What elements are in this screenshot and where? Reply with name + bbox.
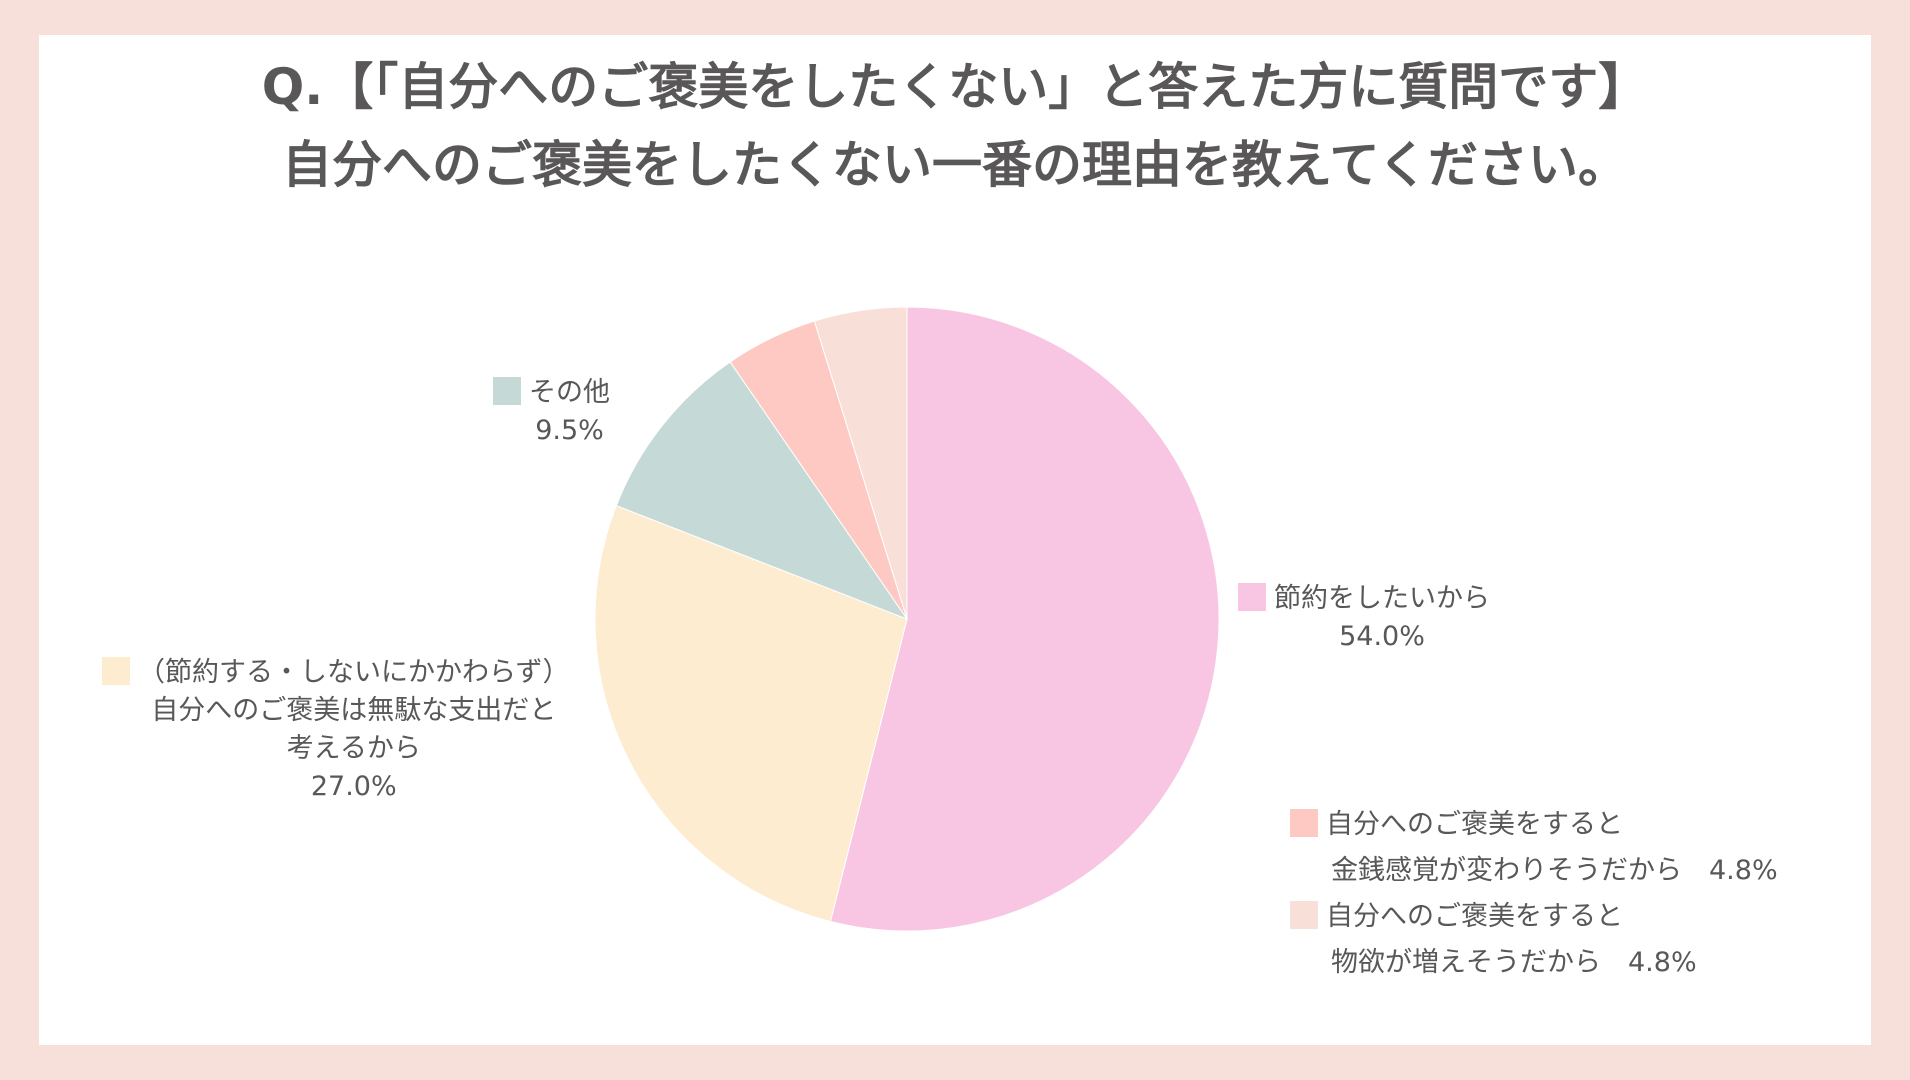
label-slice-money-sense: 自分へのご褒美をすると 金銭感覚が変わりそうだから 4.8% [1290, 802, 1778, 894]
label-slice-wasteful: （節約する・しないにかかわらず） 自分へのご褒美は無駄な支出だと 考えるから 2… [102, 654, 569, 806]
label-slice-other: その他 9.5% [493, 374, 610, 450]
swatch-materialism [1290, 901, 1318, 929]
pie-slices [594, 306, 1220, 932]
label-slice-saving: 節約をしたいから 54.0% [1238, 580, 1490, 656]
swatch-saving [1238, 583, 1266, 611]
title-line-1: Q.【「自分へのご褒美をしたくない」と答えた方に質問です】 [261, 58, 1649, 116]
swatch-wasteful [102, 657, 130, 685]
slice-materialism [813, 306, 908, 620]
swatch-money-sense [1290, 809, 1318, 837]
chart-title: Q.【「自分へのご褒美をしたくない」と答えた方に質問です】 自分へのご褒美をした… [0, 48, 1910, 204]
label-slice-materialism: 自分へのご褒美をすると 物欲が増えそうだから 4.8% [1290, 894, 1697, 986]
slice-saving [829, 306, 1220, 932]
title-line-2: 自分へのご褒美をしたくない一番の理由を教えてください。 [282, 136, 1628, 194]
slice-wasteful [594, 504, 908, 923]
swatch-other [493, 377, 521, 405]
slice-other [615, 361, 909, 621]
